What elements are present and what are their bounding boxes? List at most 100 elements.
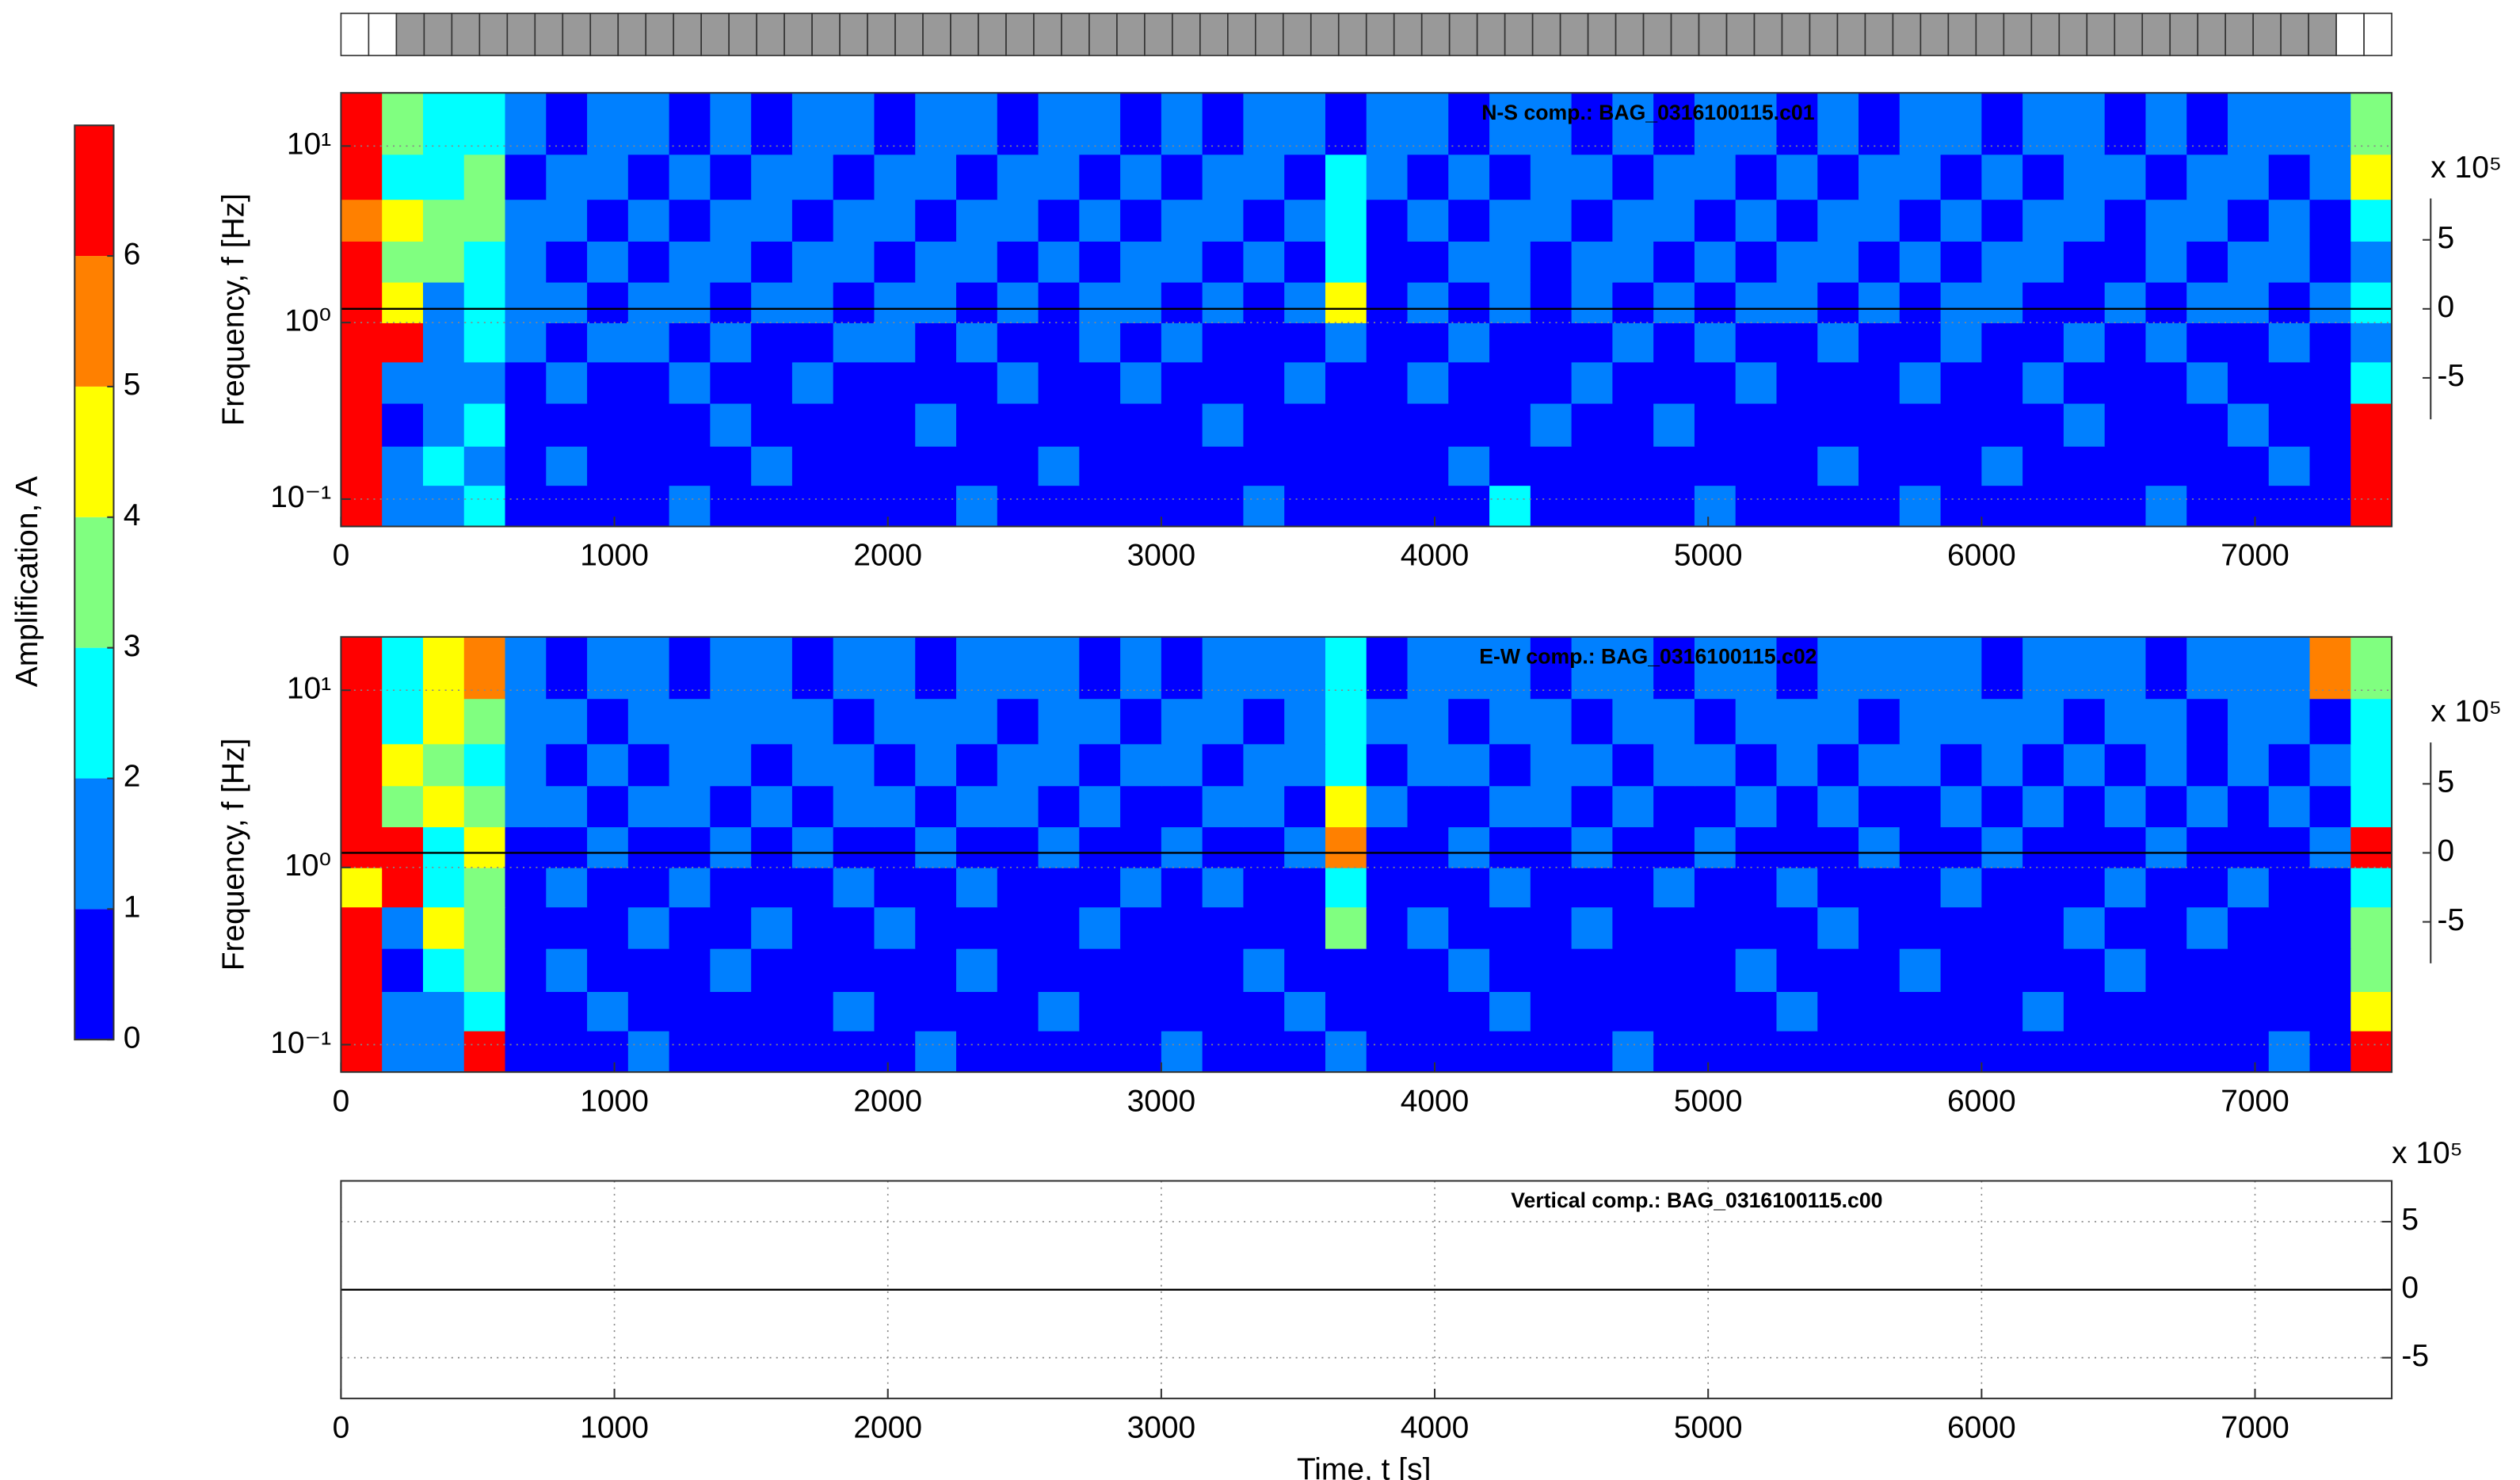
heatmap-cell [1859,991,1900,1032]
x-tick-label: 5000 [1674,1410,1743,1444]
heatmap-cell [2227,743,2270,787]
heatmap-cell [751,402,793,447]
heatmap-cell [1859,948,1900,992]
heatmap-cell [1694,743,1737,787]
window-box [2225,12,2254,56]
x-tick-label: 4000 [1401,1084,1470,1118]
heatmap-cell [1735,698,1778,745]
heatmap-cell [2063,906,2106,949]
heatmap-cell [1325,322,1367,363]
heatmap-cell [2309,154,2352,200]
heatmap-cell [1940,402,1983,447]
heatmap-cell [1612,485,1654,528]
heatmap-cell [997,445,1039,486]
heatmap-cell [1284,906,1326,949]
heatmap-cell [669,826,711,868]
heatmap-cell [833,199,875,242]
window-box [1670,12,1700,56]
heatmap-cell [1407,402,1450,447]
window-box [894,12,924,56]
heatmap-cell [956,402,998,447]
heatmap-cell [1981,241,2023,283]
heatmap-cell [505,199,547,242]
heatmap-cell [1038,281,1081,323]
y-tick-label: 10¹ [287,671,331,705]
heatmap-cell [1859,361,1900,404]
heatmap-cell [341,867,383,908]
heatmap-cell [2227,636,2270,700]
heatmap-cell [956,906,998,949]
heatmap-cell [1407,199,1450,242]
heatmap-cell [1202,1030,1245,1073]
heatmap-cell [956,636,998,700]
heatmap-cell [1079,154,1121,200]
heatmap-cell [546,991,588,1032]
heatmap-cell [1079,199,1121,242]
heatmap-cell [422,743,465,787]
heatmap-cell [2350,361,2392,404]
heatmap-cell [874,241,917,283]
heatmap-cell [833,361,875,404]
heatmap-cell [791,322,834,363]
heatmap-cell [546,402,588,447]
heatmap-cell [505,241,547,283]
heatmap-cell [710,322,752,363]
heatmap-cell [751,445,793,486]
heatmap-cell [1038,636,1081,700]
heatmap-cell [1571,93,1614,155]
heatmap-cell [341,785,383,828]
heatmap-cell [341,991,383,1032]
heatmap-cell [1653,785,1695,828]
heatmap-cell [1161,402,1203,447]
heatmap-cell [1530,361,1573,404]
heatmap-cell [463,743,506,787]
heatmap-cell [2145,485,2188,528]
heatmap-cell [1407,445,1450,486]
heatmap-cell [791,241,834,283]
window-box [645,12,675,56]
heatmap-cell [669,93,711,155]
heatmap-cell [2227,991,2270,1032]
heatmap-cell [1571,867,1614,908]
heatmap-cell [2227,698,2270,745]
heatmap-cell [1120,785,1162,828]
window-box [2169,12,2199,56]
heatmap-cell [505,906,547,949]
window-box [562,12,592,56]
heatmap-cell [1940,485,1983,528]
heatmap-cell [627,785,670,828]
y-tick-label: 10¹ [287,128,331,162]
heatmap-cell [1366,906,1409,949]
heatmap-cell [1776,361,1819,404]
heatmap-cell [587,361,629,404]
window-box [1337,12,1367,56]
heatmap-cell [422,785,465,828]
heatmap-cell [2268,485,2311,528]
heatmap-cell [1530,154,1573,200]
heatmap-cell [1489,281,1531,323]
y-tick-label: 5 [2401,1203,2419,1237]
heatmap-cell [1448,636,1490,700]
heatmap-cell [341,402,383,447]
heatmap-cell [2063,485,2106,528]
heatmap-cell [1817,485,1859,528]
heatmap-cell [505,867,547,908]
heatmap-cell [2227,485,2270,528]
heatmap-cell [1284,199,1326,242]
heatmap-cell [1981,1030,2023,1073]
heatmap-cell [874,743,917,787]
heatmap-cell [915,1030,957,1073]
window-box [2030,12,2061,56]
heatmap-cell [1859,485,1900,528]
heatmap-cell [751,322,793,363]
heatmap-cell [382,826,424,868]
heatmap-cell [1981,906,2023,949]
heatmap-cell [1694,948,1737,992]
heatmap-cell [791,199,834,242]
heatmap-cell [2186,948,2228,992]
heatmap-cell [997,281,1039,323]
heatmap-cell [2309,199,2352,242]
heatmap-cell [1366,743,1409,787]
heatmap-cell [2022,743,2064,787]
heatmap-cell [1694,281,1737,323]
